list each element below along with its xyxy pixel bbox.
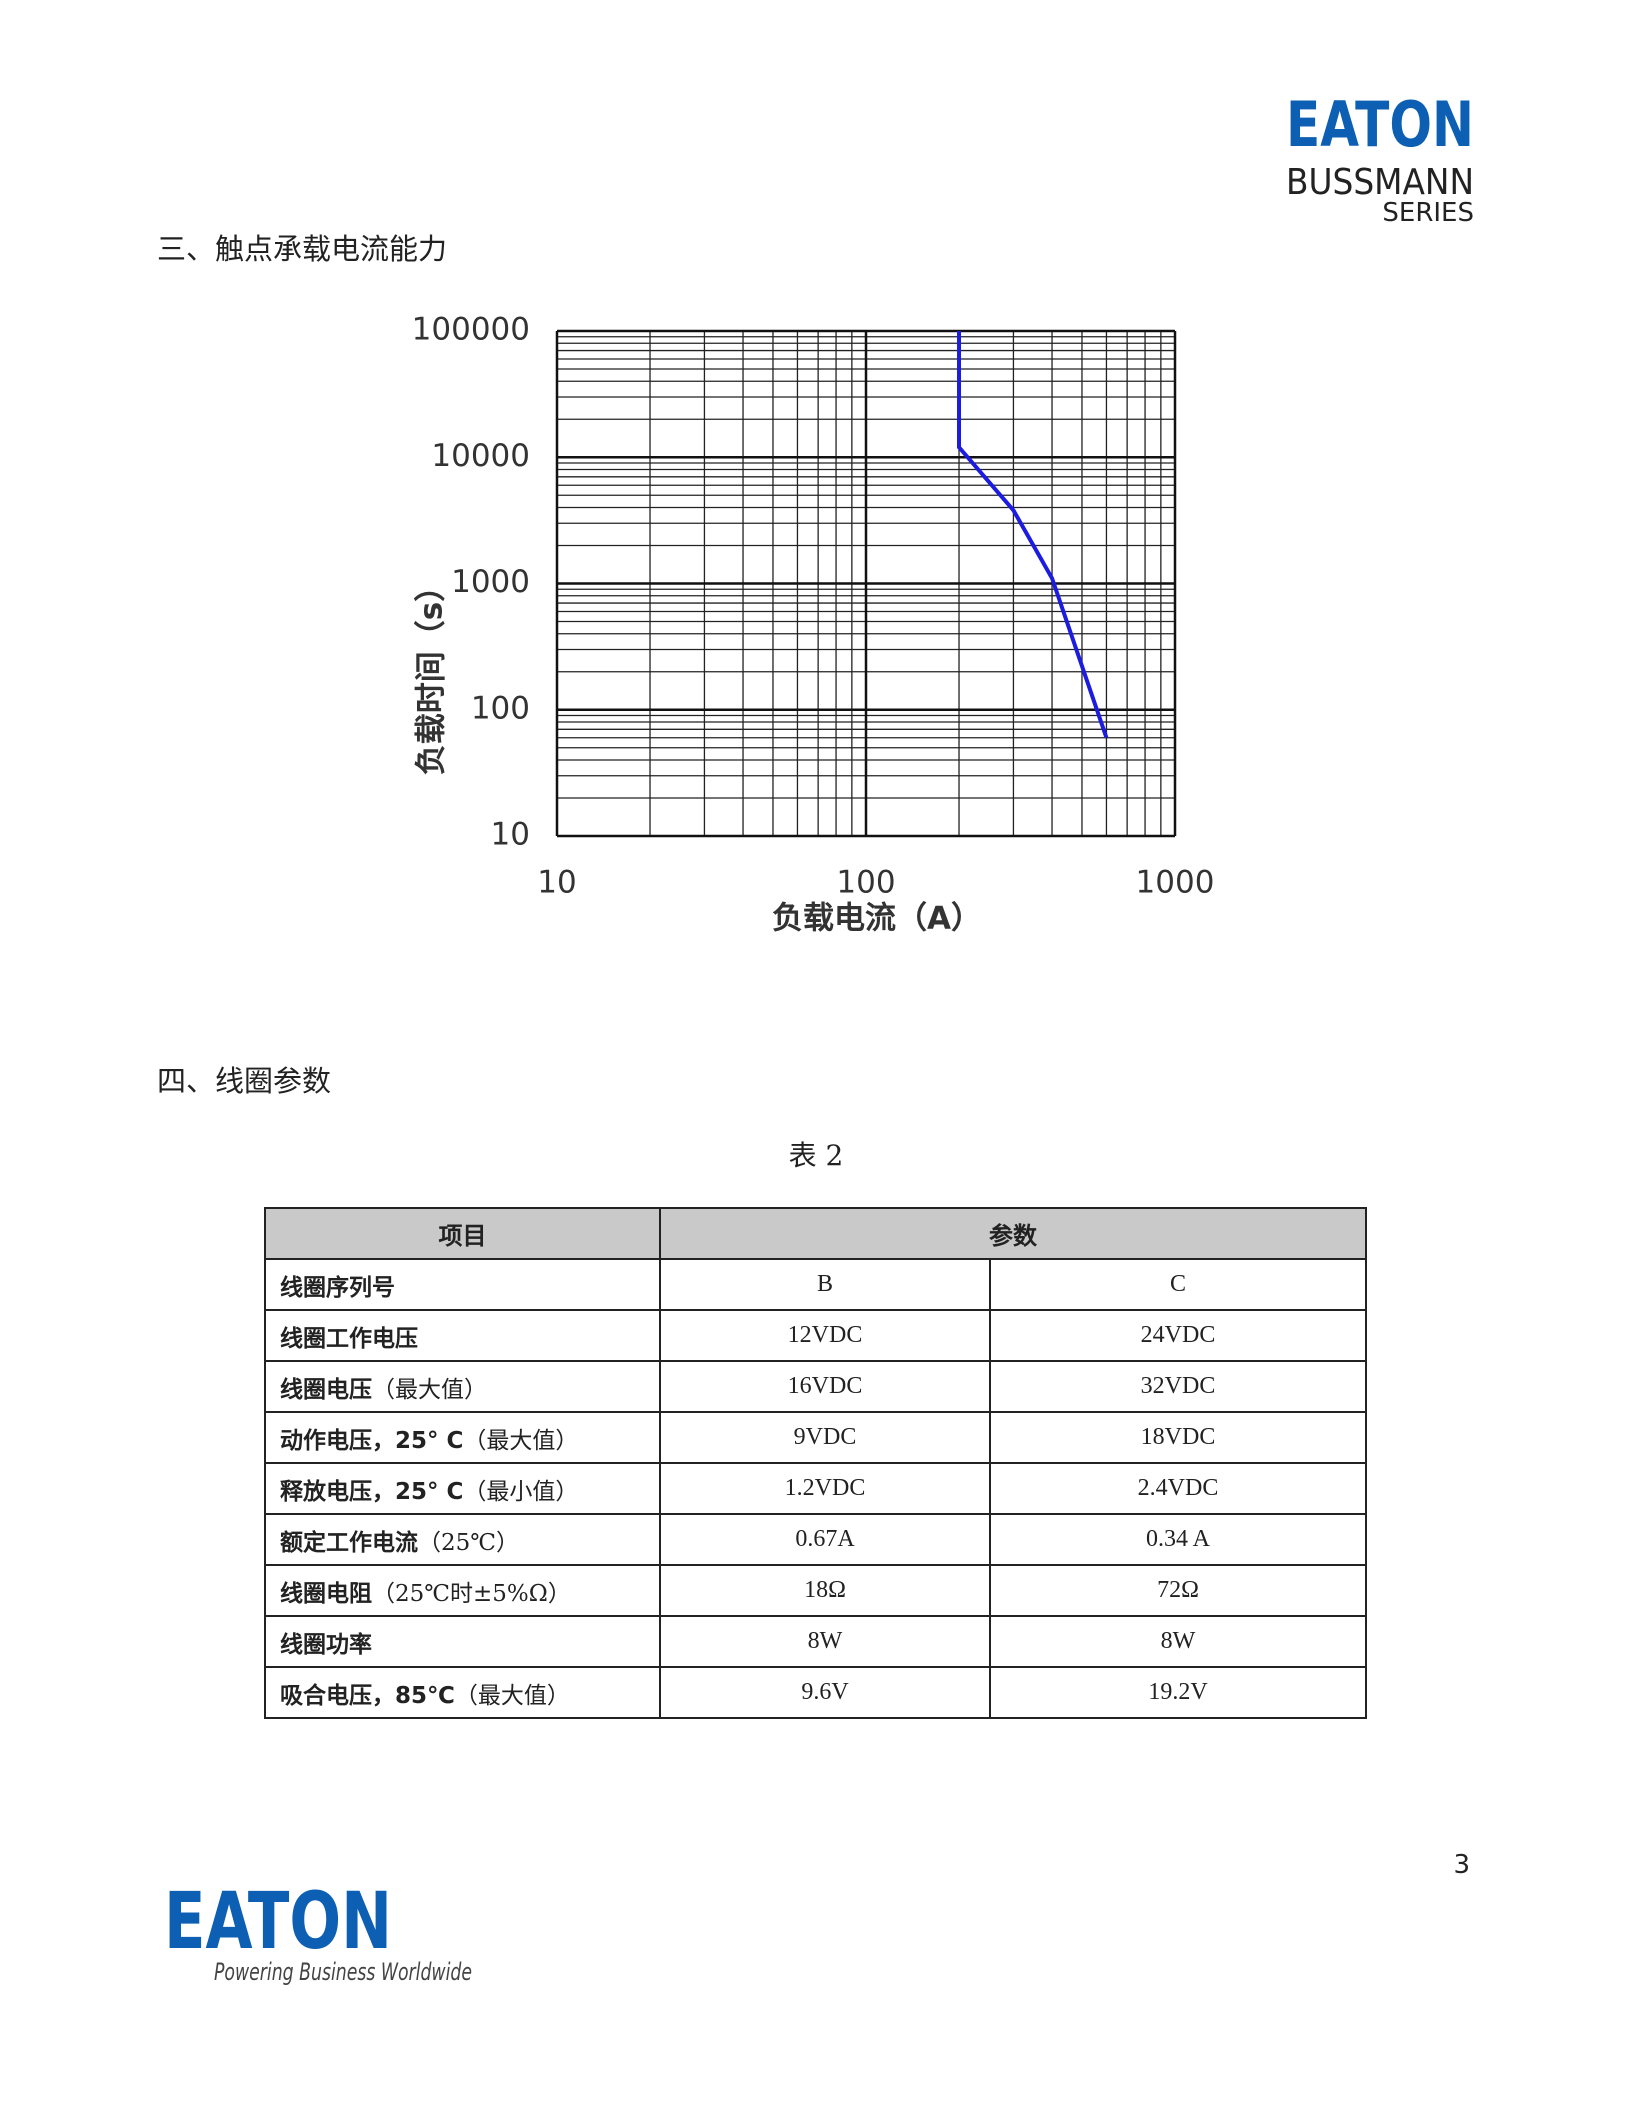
cell: 8W (659, 1615, 991, 1668)
section-heading: 四、线圈参数 (157, 1064, 332, 1098)
table-row: 线圈电阻（25℃时±5%Ω） 18Ω 72Ω (264, 1564, 1367, 1617)
cell: 0.34 A (989, 1513, 1367, 1566)
row-label: 线圈电压（最大值） (264, 1360, 661, 1413)
label-name: 线圈工作电压 (280, 1325, 418, 1352)
table-row: 动作电压，25° C（最大值） 9VDC 18VDC (264, 1411, 1367, 1464)
label-note: （25℃） (418, 1529, 519, 1556)
y-tick-label: 100000 (412, 312, 530, 348)
label-note: （25℃时±5%Ω） (372, 1580, 571, 1607)
y-tick-label: 100 (471, 690, 530, 726)
x-axis-label: 负载电流（A） (772, 901, 982, 937)
table-row: 线圈工作电压 12VDC 24VDC (264, 1309, 1367, 1362)
label-name: 线圈功率 (280, 1631, 372, 1658)
cell: 24VDC (989, 1309, 1367, 1362)
x-tick-label: 1000 (1136, 865, 1215, 901)
x-tick-label: 10 (537, 865, 576, 901)
row-label: 线圈序列号 (264, 1258, 661, 1311)
label-note: （最大值） (372, 1376, 487, 1403)
label-note: （最大值） (463, 1427, 579, 1454)
cell: 9VDC (659, 1411, 991, 1464)
cell: 9.6V (659, 1666, 991, 1719)
table-caption: 表 2 (788, 1139, 844, 1172)
tagline: Powering Business Worldwide (214, 1958, 472, 1986)
cell: B (659, 1258, 991, 1311)
label-name: 动作电压，25° C (280, 1427, 464, 1454)
table-row: 释放电压，25° C（最小值） 1.2VDC 2.4VDC (264, 1462, 1367, 1515)
row-label: 额定工作电流（25℃） (264, 1513, 661, 1566)
table-row: 额定工作电流（25℃） 0.67A 0.34 A (264, 1513, 1367, 1566)
parameter-table: 项目 参数 线圈序列号 B C 线圈工作电压 12VDC 24VDC 线圈电压（最大值） 16VD… (264, 1207, 1367, 1719)
cell: 0.67A (659, 1513, 991, 1566)
header-cell: 参数 (659, 1207, 1367, 1260)
table-row: 吸合电压，85℃（最大值） 9.6V 19.2V (264, 1666, 1367, 1719)
curve (957, 331, 1109, 739)
series: SERIES (1382, 198, 1474, 228)
brand: EATON (164, 1880, 392, 1967)
row-label: 吸合电压，85℃（最大值） (264, 1666, 661, 1719)
cell: 8W (989, 1615, 1367, 1668)
header-row: 项目 参数 (264, 1207, 1367, 1260)
sub-brand: BUSSMANN (1286, 162, 1474, 203)
table-row: 线圈电压（最大值） 16VDC 32VDC (264, 1360, 1367, 1413)
section-heading: 三、触点承载电流能力 (157, 232, 448, 266)
row-label: 动作电压，25° C（最大值） (264, 1411, 661, 1464)
row-label: 线圈功率 (264, 1615, 661, 1668)
label-name: 线圈电压 (280, 1376, 372, 1403)
y-tick-label: 10000 (431, 438, 530, 474)
brand: EATON (1286, 90, 1474, 161)
cell: 16VDC (659, 1360, 991, 1413)
page-number: 3 (1453, 1850, 1470, 1880)
cell: 72Ω (989, 1564, 1367, 1617)
x-tick-label: 100 (836, 865, 895, 901)
row-label: 线圈电阻（25℃时±5%Ω） (264, 1564, 661, 1617)
chart: 负载电流（A） 负载时间（s） 10 100 1000 10 100 1000 10000 1… (412, 312, 1215, 937)
label-name: 释放电压，25° C (280, 1478, 464, 1505)
label-name: 线圈电阻 (280, 1580, 372, 1607)
table-row: 线圈功率 8W 8W (264, 1615, 1367, 1668)
y-tick-label: 10 (491, 817, 530, 853)
label-name: 额定工作电流 (280, 1529, 418, 1556)
cell: 2.4VDC (989, 1462, 1367, 1515)
cell: 32VDC (989, 1360, 1367, 1413)
cell: 1.2VDC (659, 1462, 991, 1515)
y-tick-label: 1000 (451, 564, 530, 600)
row-label: 线圈工作电压 (264, 1309, 661, 1362)
label-name: 线圈序列号 (280, 1274, 395, 1301)
cell: 19.2V (989, 1666, 1367, 1719)
cell: 18VDC (989, 1411, 1367, 1464)
header-logo: EATON BUSSMANN SERIES (1286, 90, 1474, 228)
label-note: （最小值） (463, 1478, 579, 1505)
label-note: （最大值） (454, 1682, 570, 1709)
header-cell: 项目 (264, 1207, 661, 1260)
y-axis-label: 负载时间（s） (414, 571, 450, 775)
footer-logo: EATON Powering Business Worldwide (164, 1880, 472, 1986)
cell: 12VDC (659, 1309, 991, 1362)
label-name: 吸合电压，85℃ (280, 1682, 455, 1709)
cell: 18Ω (659, 1564, 991, 1617)
table-row: 线圈序列号 B C (264, 1258, 1367, 1311)
cell: C (989, 1258, 1367, 1311)
row-label: 释放电压，25° C（最小值） (264, 1462, 661, 1515)
